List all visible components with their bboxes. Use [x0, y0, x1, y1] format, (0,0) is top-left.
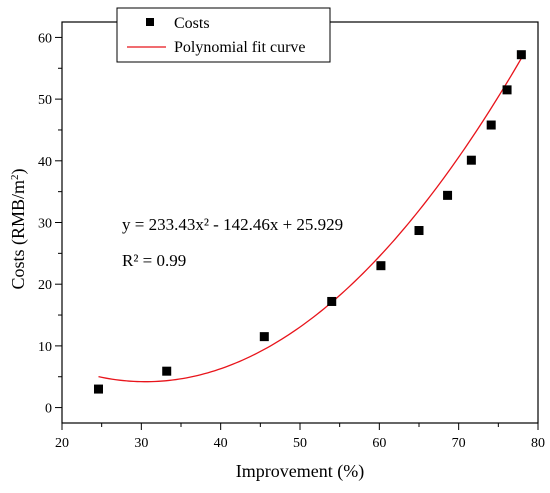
x-tick-label: 50 [293, 436, 307, 451]
data-point [414, 226, 424, 236]
x-axis: 20 30 40 50 60 70 80 [55, 423, 545, 451]
y-tick-label: 40 [38, 155, 52, 170]
x-tick-label: 80 [531, 436, 545, 451]
x-tick-label: 60 [372, 436, 386, 451]
x-axis-title: Improvement (%) [236, 461, 364, 482]
fit-curve-layer [98, 58, 522, 383]
data-points-layer [93, 50, 526, 394]
legend-label-fit-curve: Polynomial fit curve [174, 39, 306, 56]
legend: Costs Polynomial fit curve [116, 7, 331, 63]
y-tick-label: 0 [45, 402, 52, 417]
data-point [327, 296, 337, 306]
y-tick-label: 30 [38, 217, 52, 232]
legend-box [116, 7, 331, 63]
polynomial-fit-curve [98, 58, 522, 383]
data-point [93, 384, 103, 394]
data-point [376, 261, 386, 271]
y-axis-title: Costs (RMB/m2) [8, 168, 29, 289]
data-point [259, 332, 269, 342]
x-tick-label: 30 [134, 436, 148, 451]
x-tick-label: 20 [55, 436, 69, 451]
y-tick-label: 50 [38, 93, 52, 108]
data-point [486, 120, 496, 130]
data-point [443, 190, 453, 200]
data-point [502, 85, 512, 95]
r-squared-annotation: R² = 0.99 [122, 251, 186, 270]
y-tick-label: 10 [38, 340, 52, 355]
legend-marker-costs [146, 18, 154, 26]
y-tick-label: 60 [38, 31, 52, 46]
x-tick-label: 70 [452, 436, 466, 451]
data-point [162, 366, 172, 376]
data-point [516, 50, 526, 60]
y-axis: 0 10 20 30 40 50 60 [38, 31, 62, 417]
y-tick-label: 20 [38, 278, 52, 293]
data-point [466, 155, 476, 165]
fit-equation-annotation: y = 233.43x² - 142.46x + 25.929 [122, 215, 343, 234]
x-tick-label: 40 [214, 436, 228, 451]
legend-label-costs: Costs [174, 15, 210, 32]
